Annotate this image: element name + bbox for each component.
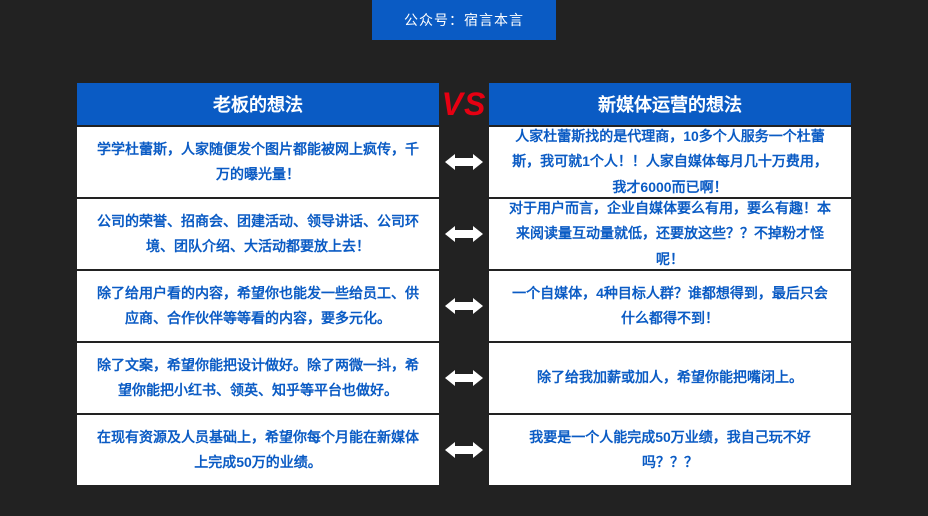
left-cell-text: 学学杜蕾斯，人家随便发个图片都能被网上疯传，千万的曝光量！ — [95, 137, 421, 187]
table-row: 学学杜蕾斯，人家随便发个图片都能被网上疯传，千万的曝光量！ 人家杜蕾斯找的是代理… — [76, 126, 852, 198]
right-cell: 除了给我加薪或加人，希望你能把嘴闭上。 — [488, 342, 852, 414]
double-arrow-icon — [445, 153, 483, 171]
vs-label: VS — [442, 86, 487, 123]
right-cell-text: 除了给我加薪或加人，希望你能把嘴闭上。 — [537, 365, 803, 390]
double-arrow-icon — [445, 225, 483, 243]
arrow-cell — [440, 126, 488, 198]
right-cell-text: 我要是一个人能完成50万业绩，我自己玩不好吗？？？ — [507, 425, 833, 475]
left-cell-text: 除了文案，希望你能把设计做好。除了两微一抖，希望你能把小红书、领英、知乎等平台也… — [95, 353, 421, 403]
left-header-text: 老板的想法 — [213, 91, 303, 117]
left-cell: 公司的荣誉、招商会、团建活动、领导讲话、公司环境、团队介绍、大活动都要放上去！ — [76, 198, 440, 270]
left-cell-text: 在现有资源及人员基础上，希望你每个月能在新媒体上完成50万的业绩。 — [95, 425, 421, 475]
arrow-cell — [440, 414, 488, 486]
wechat-badge-text: 公众号：宿言本言 — [404, 12, 524, 28]
right-header-text: 新媒体运营的想法 — [598, 91, 742, 117]
right-cell: 对于用户而言，企业自媒体要么有用，要么有趣！本来阅读量互动量就低，还要放这些？？… — [488, 198, 852, 270]
left-cell-text: 除了给用户看的内容，希望你也能发一些给员工、供应商、合作伙伴等等看的内容，要多元… — [95, 281, 421, 331]
right-header: 新媒体运营的想法 — [488, 82, 852, 126]
left-cell: 除了文案，希望你能把设计做好。除了两微一抖，希望你能把小红书、领英、知乎等平台也… — [76, 342, 440, 414]
left-cell: 除了给用户看的内容，希望你也能发一些给员工、供应商、合作伙伴等等看的内容，要多元… — [76, 270, 440, 342]
right-cell-text: 对于用户而言，企业自媒体要么有用，要么有趣！本来阅读量互动量就低，还要放这些？？… — [507, 196, 833, 272]
left-header: 老板的想法 — [76, 82, 440, 126]
table-row: 除了文案，希望你能把设计做好。除了两微一抖，希望你能把小红书、领英、知乎等平台也… — [76, 342, 852, 414]
arrow-cell — [440, 342, 488, 414]
double-arrow-icon — [445, 297, 483, 315]
double-arrow-icon — [445, 441, 483, 459]
left-cell: 学学杜蕾斯，人家随便发个图片都能被网上疯传，千万的曝光量！ — [76, 126, 440, 198]
table-row: 公司的荣誉、招商会、团建活动、领导讲话、公司环境、团队介绍、大活动都要放上去！ … — [76, 198, 852, 270]
comparison-table: 老板的想法 VS 新媒体运营的想法 学学杜蕾斯，人家随便发个图片都能被网上疯传，… — [76, 82, 852, 486]
right-cell: 人家杜蕾斯找的是代理商，10多个人服务一个杜蕾斯，我可就1个人！！人家自媒体每月… — [488, 126, 852, 198]
table-row: 除了给用户看的内容，希望你也能发一些给员工、供应商、合作伙伴等等看的内容，要多元… — [76, 270, 852, 342]
header-row: 老板的想法 VS 新媒体运营的想法 — [76, 82, 852, 126]
vs-cell: VS — [440, 82, 488, 126]
table-row: 在现有资源及人员基础上，希望你每个月能在新媒体上完成50万的业绩。 我要是一个人… — [76, 414, 852, 486]
right-cell-text: 人家杜蕾斯找的是代理商，10多个人服务一个杜蕾斯，我可就1个人！！人家自媒体每月… — [507, 124, 833, 200]
left-cell: 在现有资源及人员基础上，希望你每个月能在新媒体上完成50万的业绩。 — [76, 414, 440, 486]
right-cell-text: 一个自媒体，4种目标人群？谁都想得到，最后只会什么都得不到！ — [507, 281, 833, 331]
right-cell: 一个自媒体，4种目标人群？谁都想得到，最后只会什么都得不到！ — [488, 270, 852, 342]
right-cell: 我要是一个人能完成50万业绩，我自己玩不好吗？？？ — [488, 414, 852, 486]
arrow-cell — [440, 270, 488, 342]
arrow-cell — [440, 198, 488, 270]
wechat-badge: 公众号：宿言本言 — [372, 0, 556, 40]
double-arrow-icon — [445, 369, 483, 387]
left-cell-text: 公司的荣誉、招商会、团建活动、领导讲话、公司环境、团队介绍、大活动都要放上去！ — [95, 209, 421, 259]
